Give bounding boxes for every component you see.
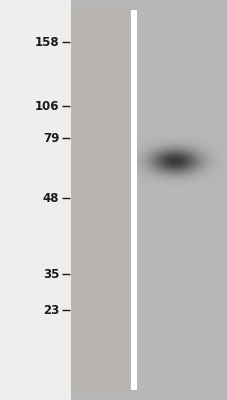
Text: 35: 35 bbox=[43, 268, 59, 280]
Text: 48: 48 bbox=[43, 192, 59, 204]
Bar bbox=[70, 10, 131, 390]
Text: 158: 158 bbox=[35, 36, 59, 48]
Bar bbox=[131, 10, 136, 390]
Text: 23: 23 bbox=[43, 304, 59, 316]
Text: 106: 106 bbox=[35, 100, 59, 112]
Text: 79: 79 bbox=[43, 132, 59, 144]
Bar bbox=[0, 0, 70, 400]
Bar bbox=[136, 10, 224, 390]
Bar bbox=[131, 10, 136, 390]
Bar bbox=[70, 10, 131, 390]
